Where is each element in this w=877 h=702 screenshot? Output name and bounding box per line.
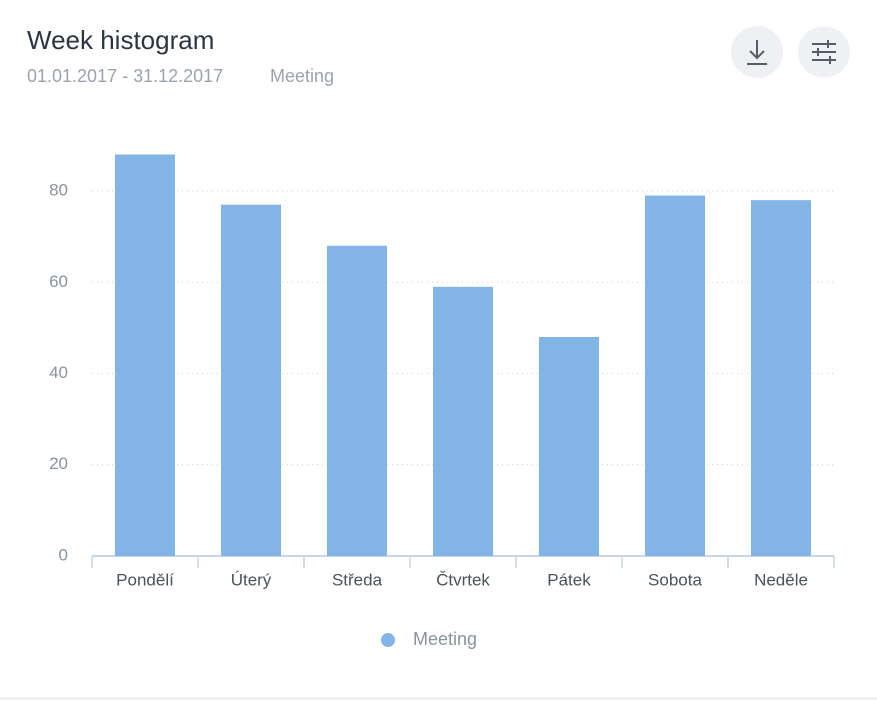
legend-marker: [381, 633, 395, 647]
x-tick-label: Úterý: [231, 570, 272, 589]
chart-title: Week histogram: [27, 25, 214, 55]
x-tick-label: Středa: [332, 570, 383, 589]
filter-label: Meeting: [270, 66, 334, 86]
bar: [221, 204, 281, 556]
settings-button[interactable]: [798, 26, 850, 78]
download-button[interactable]: [731, 26, 783, 78]
download-icon: [747, 40, 767, 65]
y-tick-label: 0: [59, 545, 68, 564]
bar: [327, 245, 387, 556]
y-tick-label: 40: [49, 363, 68, 382]
x-tick-label: Pondělí: [116, 570, 174, 589]
x-tick-label: Pátek: [547, 570, 591, 589]
legend-label: Meeting: [413, 629, 477, 649]
x-tick-label: Neděle: [754, 570, 808, 589]
settings-icon: [812, 40, 836, 64]
date-range: 01.01.2017 - 31.12.2017: [27, 66, 223, 86]
y-tick-label: 60: [49, 272, 68, 291]
x-tick-label: Sobota: [648, 570, 702, 589]
bar: [645, 195, 705, 556]
bar: [751, 200, 811, 556]
bar: [539, 337, 599, 556]
y-tick-label: 20: [49, 454, 68, 473]
bar: [115, 154, 175, 556]
y-tick-label: 80: [49, 181, 68, 200]
bar: [433, 286, 493, 556]
x-tick-label: Čtvrtek: [436, 570, 490, 589]
